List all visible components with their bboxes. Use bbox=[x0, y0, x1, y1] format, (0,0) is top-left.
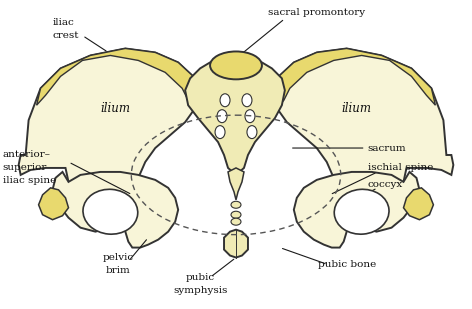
Polygon shape bbox=[18, 49, 198, 232]
Ellipse shape bbox=[245, 110, 255, 123]
Text: coccyx: coccyx bbox=[368, 180, 403, 189]
Ellipse shape bbox=[210, 52, 262, 79]
Polygon shape bbox=[224, 230, 248, 257]
Text: symphysis: symphysis bbox=[173, 286, 228, 295]
Polygon shape bbox=[294, 172, 420, 248]
Ellipse shape bbox=[83, 189, 138, 234]
Polygon shape bbox=[39, 188, 68, 220]
Text: sacrum: sacrum bbox=[368, 143, 406, 153]
Text: pubic bone: pubic bone bbox=[318, 260, 376, 269]
Text: pubic: pubic bbox=[185, 273, 215, 282]
Polygon shape bbox=[274, 49, 435, 108]
Ellipse shape bbox=[242, 94, 252, 107]
Ellipse shape bbox=[231, 211, 241, 218]
Polygon shape bbox=[228, 168, 244, 200]
Polygon shape bbox=[404, 188, 433, 220]
Polygon shape bbox=[37, 49, 198, 108]
Ellipse shape bbox=[215, 126, 225, 138]
Text: anterior–: anterior– bbox=[3, 150, 51, 159]
Text: pelvic: pelvic bbox=[103, 253, 134, 262]
Polygon shape bbox=[52, 172, 178, 248]
Text: ilium: ilium bbox=[342, 102, 371, 115]
Text: iliac: iliac bbox=[52, 18, 74, 27]
Text: ilium: ilium bbox=[101, 102, 130, 115]
Text: crest: crest bbox=[52, 31, 79, 40]
Ellipse shape bbox=[217, 110, 227, 123]
Polygon shape bbox=[185, 55, 285, 175]
Ellipse shape bbox=[231, 218, 241, 225]
Ellipse shape bbox=[231, 201, 241, 208]
Ellipse shape bbox=[247, 126, 257, 138]
Text: sacral promontory: sacral promontory bbox=[268, 8, 365, 17]
Ellipse shape bbox=[220, 94, 230, 107]
Text: iliac spine: iliac spine bbox=[3, 176, 56, 185]
Ellipse shape bbox=[334, 189, 389, 234]
Text: ischial spine: ischial spine bbox=[368, 163, 433, 172]
Polygon shape bbox=[274, 49, 454, 232]
Text: brim: brim bbox=[106, 266, 131, 275]
Text: superior: superior bbox=[3, 163, 47, 172]
